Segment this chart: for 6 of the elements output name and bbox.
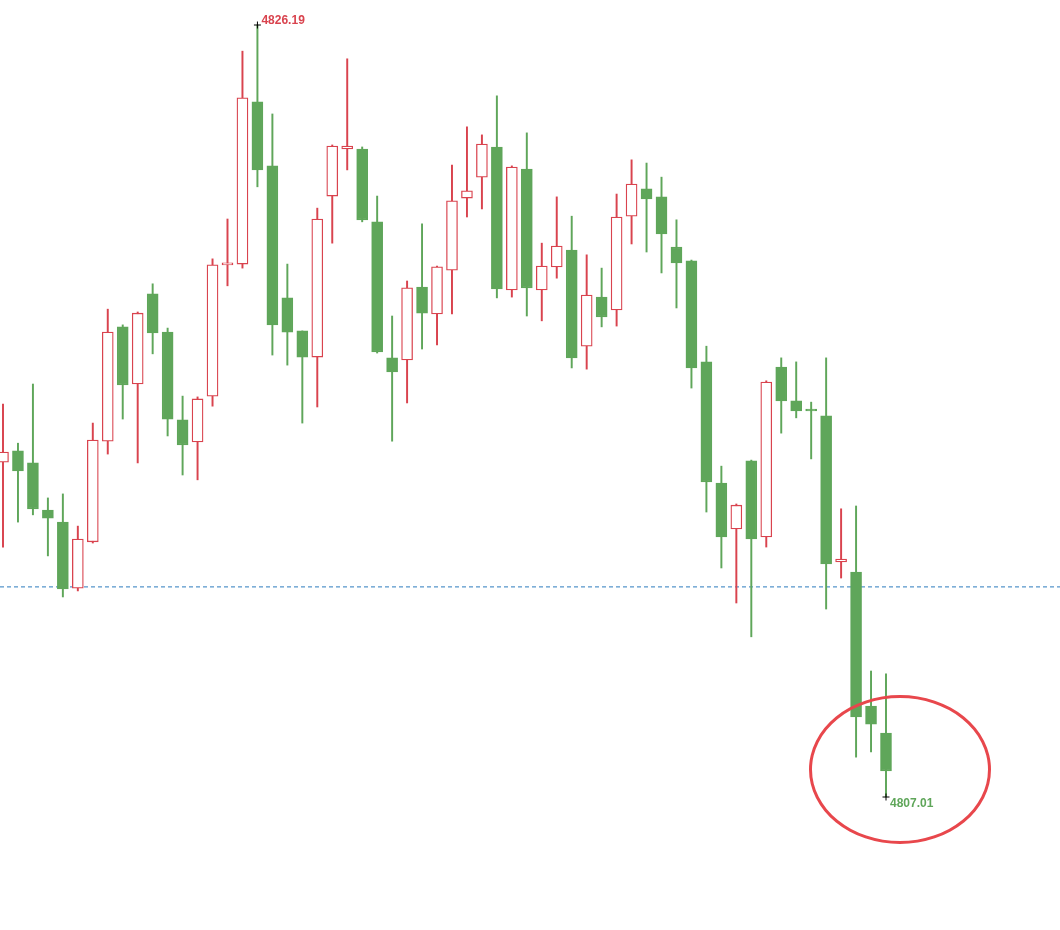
annotation: 4807.01: [890, 796, 934, 811]
candlestick: [341, 58, 354, 171]
annotation: 4826.19: [261, 13, 306, 28]
candlestick: [386, 315, 398, 442]
candlestick: [835, 508, 847, 579]
candlestick: [461, 126, 473, 218]
